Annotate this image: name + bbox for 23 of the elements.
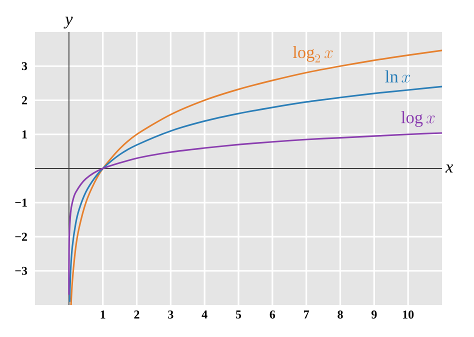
line-series [68, 132, 442, 296]
y-tick-label: 1 [22, 130, 27, 138]
x-tick-label: 4 [202, 310, 208, 318]
y-tick-label: −2 [15, 232, 27, 241]
x-axis-title: x [445, 164, 454, 172]
y-tick-label: 3 [22, 62, 28, 70]
x-tick-label: 2 [134, 310, 140, 318]
series-label: $\log_2 x$ [292, 46, 333, 62]
y-tick-label: −1 [15, 198, 27, 207]
y-tick-label: −3 [15, 266, 28, 275]
line-series [68, 86, 442, 303]
y-axis-title: y [64, 16, 73, 28]
x-tick-label: 1 [100, 310, 106, 318]
x-tick-label: 6 [270, 310, 276, 319]
y-tick-label: 2 [22, 96, 27, 104]
series-label: $\log x$ [401, 111, 435, 127]
x-tick-label: 9 [371, 310, 377, 319]
series-label: $\ln x$ [385, 70, 410, 83]
x-tick-label: 10 [403, 310, 414, 319]
x-tick-label: 8 [338, 310, 343, 319]
x-tick-label: 3 [168, 310, 174, 319]
x-tick-label: 7 [304, 310, 310, 318]
x-tick-label: 5 [236, 310, 242, 318]
